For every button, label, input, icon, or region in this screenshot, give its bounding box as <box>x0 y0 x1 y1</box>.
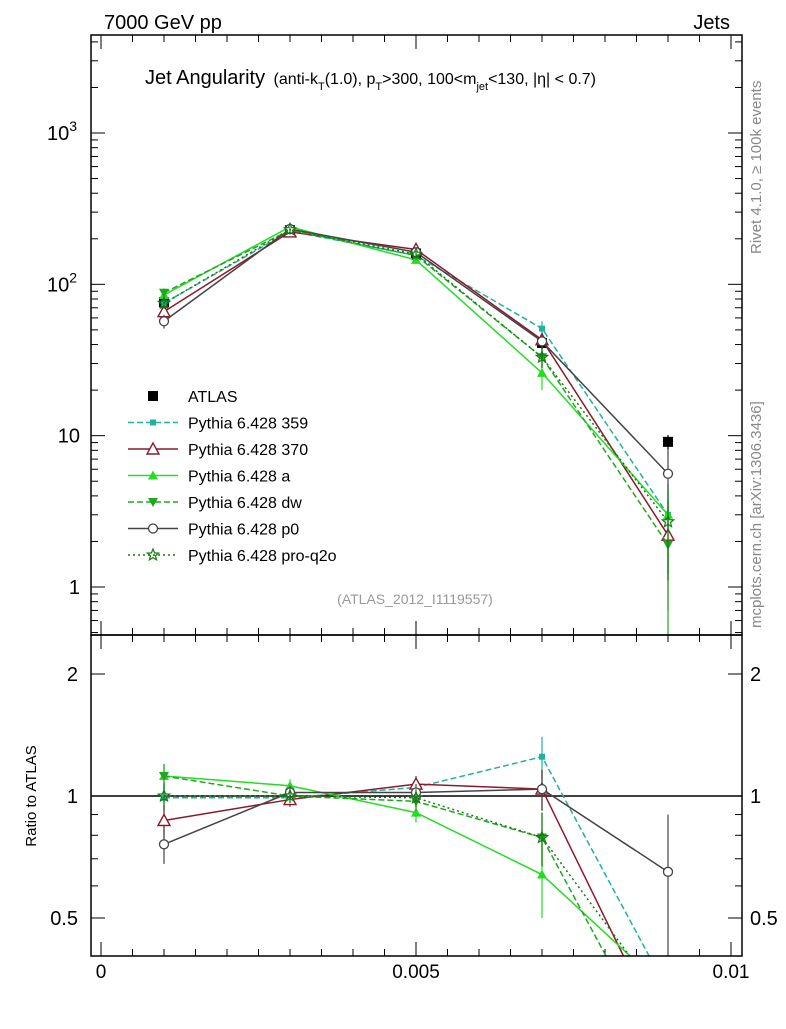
y-tick-label-base: 10 <box>47 274 69 296</box>
y-tick-label-exp: 3 <box>69 118 77 134</box>
legend-label: Pythia 6.428 pro-q2o <box>188 548 337 565</box>
y-tick-label: 1 <box>69 577 80 599</box>
legend-marker <box>145 547 161 562</box>
ratio-point <box>662 1002 673 1013</box>
rivet-label: Rivet 4.1.0, ≥ 100k events <box>748 81 765 254</box>
legend-label: Pythia 6.428 370 <box>188 442 308 459</box>
header-right: Jets <box>693 12 730 34</box>
ratio-y-tick-label: 1 <box>67 786 78 808</box>
series-line <box>163 228 669 523</box>
title-sub-mid1: (1.0), p <box>325 71 376 88</box>
series-pythia-6-428-pro-q2o <box>156 221 676 581</box>
ratio-point <box>408 790 424 804</box>
data-point <box>159 288 169 298</box>
x-tick-label: 0.005 <box>392 962 440 983</box>
data-point <box>158 316 170 327</box>
data-point <box>662 468 674 479</box>
title-main: Jet Angularity <box>145 67 265 89</box>
legend-marker <box>148 391 158 401</box>
ratio-point <box>156 788 172 803</box>
legend-marker <box>148 470 158 480</box>
legend-marker <box>147 523 159 534</box>
legend-marker <box>148 498 158 507</box>
legend-label: Pythia 6.428 359 <box>188 416 308 433</box>
legend-entry: Pythia 6.428 359 <box>128 416 308 433</box>
ratio-y-tick-label-right: 2 <box>750 664 761 686</box>
legend-label: Pythia 6.428 a <box>188 469 290 486</box>
data-point <box>539 325 545 332</box>
y-tick-label: 102 <box>47 269 77 296</box>
legend-entry: ATLAS <box>148 389 238 406</box>
data-point <box>537 367 547 377</box>
title-sub-mid2: >300, 100<m <box>382 71 476 88</box>
legend-label: ATLAS <box>188 389 238 406</box>
ratio-point <box>282 788 298 803</box>
ratio-point <box>158 839 170 850</box>
legend-entry: Pythia 6.428 a <box>128 469 290 486</box>
series-pythia-6-428-dw <box>159 226 673 635</box>
ratio-point <box>411 807 421 817</box>
ratio-y-tick-label: 0.5 <box>50 908 78 930</box>
x-tick-label: 0.01 <box>713 962 750 983</box>
ratio-series-pythia-6-428-pro-q2o <box>156 782 673 1013</box>
legend-entry: Pythia 6.428 370 <box>128 441 308 459</box>
x-tick-label: 0 <box>96 962 107 983</box>
ratio-point <box>285 780 295 790</box>
y-tick-label-exp: 2 <box>69 269 77 285</box>
main-panel-data <box>156 221 676 635</box>
title-sub-jet: jet <box>475 81 488 93</box>
ratio-point <box>536 783 548 795</box>
legend: ATLAS Pythia 6.428 359 Pythia 6.428 370 Pyt… <box>128 389 337 565</box>
ratio-panel-axes: 0 0.005 0.01 0.5 0.5 1 1 2 2 <box>50 635 778 983</box>
data-point <box>156 295 172 310</box>
y-tick-label: 103 <box>47 118 77 145</box>
ratio-point <box>534 829 550 844</box>
y-tick-label-base: 1 <box>69 577 80 599</box>
series-line <box>163 231 669 536</box>
y-tick-label-base: 10 <box>47 123 69 145</box>
ratio-point <box>537 869 547 879</box>
ratio-point <box>159 772 169 782</box>
ratio-y-tick-label-right: 1 <box>750 786 761 808</box>
legend-entry: Pythia 6.428 pro-q2o <box>128 547 337 565</box>
data-point <box>536 336 548 347</box>
data-point <box>282 221 298 236</box>
title-sub-pre: (anti-k <box>274 71 319 88</box>
legend-entry: Pythia 6.428 dw <box>128 495 302 512</box>
plot-title: Jet Angularity (anti-kT(1.0), pT>300, 10… <box>145 67 596 93</box>
data-point <box>663 436 673 447</box>
ratio-point <box>539 753 545 760</box>
mcplots-label: mcplots.cern.ch [arXiv:1306.3436] <box>748 401 765 628</box>
ratio-y-tick-label-right: 0.5 <box>750 908 778 930</box>
series-line <box>163 229 669 546</box>
title-sub-t2: T <box>375 81 382 93</box>
y-tick-label: 10 <box>58 426 80 448</box>
title-sub-t1: T <box>318 81 325 93</box>
header-left: 7000 GeV pp <box>104 12 222 34</box>
data-point <box>534 349 550 364</box>
legend-label: Pythia 6.428 p0 <box>188 522 299 539</box>
ratio-point <box>662 866 674 877</box>
ratio-point <box>156 813 172 827</box>
ratio-panel-data <box>156 736 674 1013</box>
data-point <box>660 514 676 528</box>
main-frame <box>90 34 743 636</box>
data-point <box>408 246 424 261</box>
ratio-y-tick-label: 2 <box>67 664 78 686</box>
legend-marker <box>145 441 161 455</box>
y-tick-label-base: 10 <box>58 426 80 448</box>
ratio-ylabel: Ratio to ATLAS <box>23 745 40 846</box>
title-sub-post: <130, |η| < 0.7) <box>488 71 596 88</box>
series-line <box>163 228 669 475</box>
legend-label: Pythia 6.428 dw <box>188 495 302 512</box>
legend-marker <box>150 419 156 426</box>
ratio-point <box>663 986 673 995</box>
analysis-id: (ATLAS_2012_I1119557) <box>337 591 493 607</box>
ratio-point <box>665 988 671 994</box>
ratio-frame <box>90 634 743 957</box>
legend-entry: Pythia 6.428 p0 <box>128 522 299 539</box>
